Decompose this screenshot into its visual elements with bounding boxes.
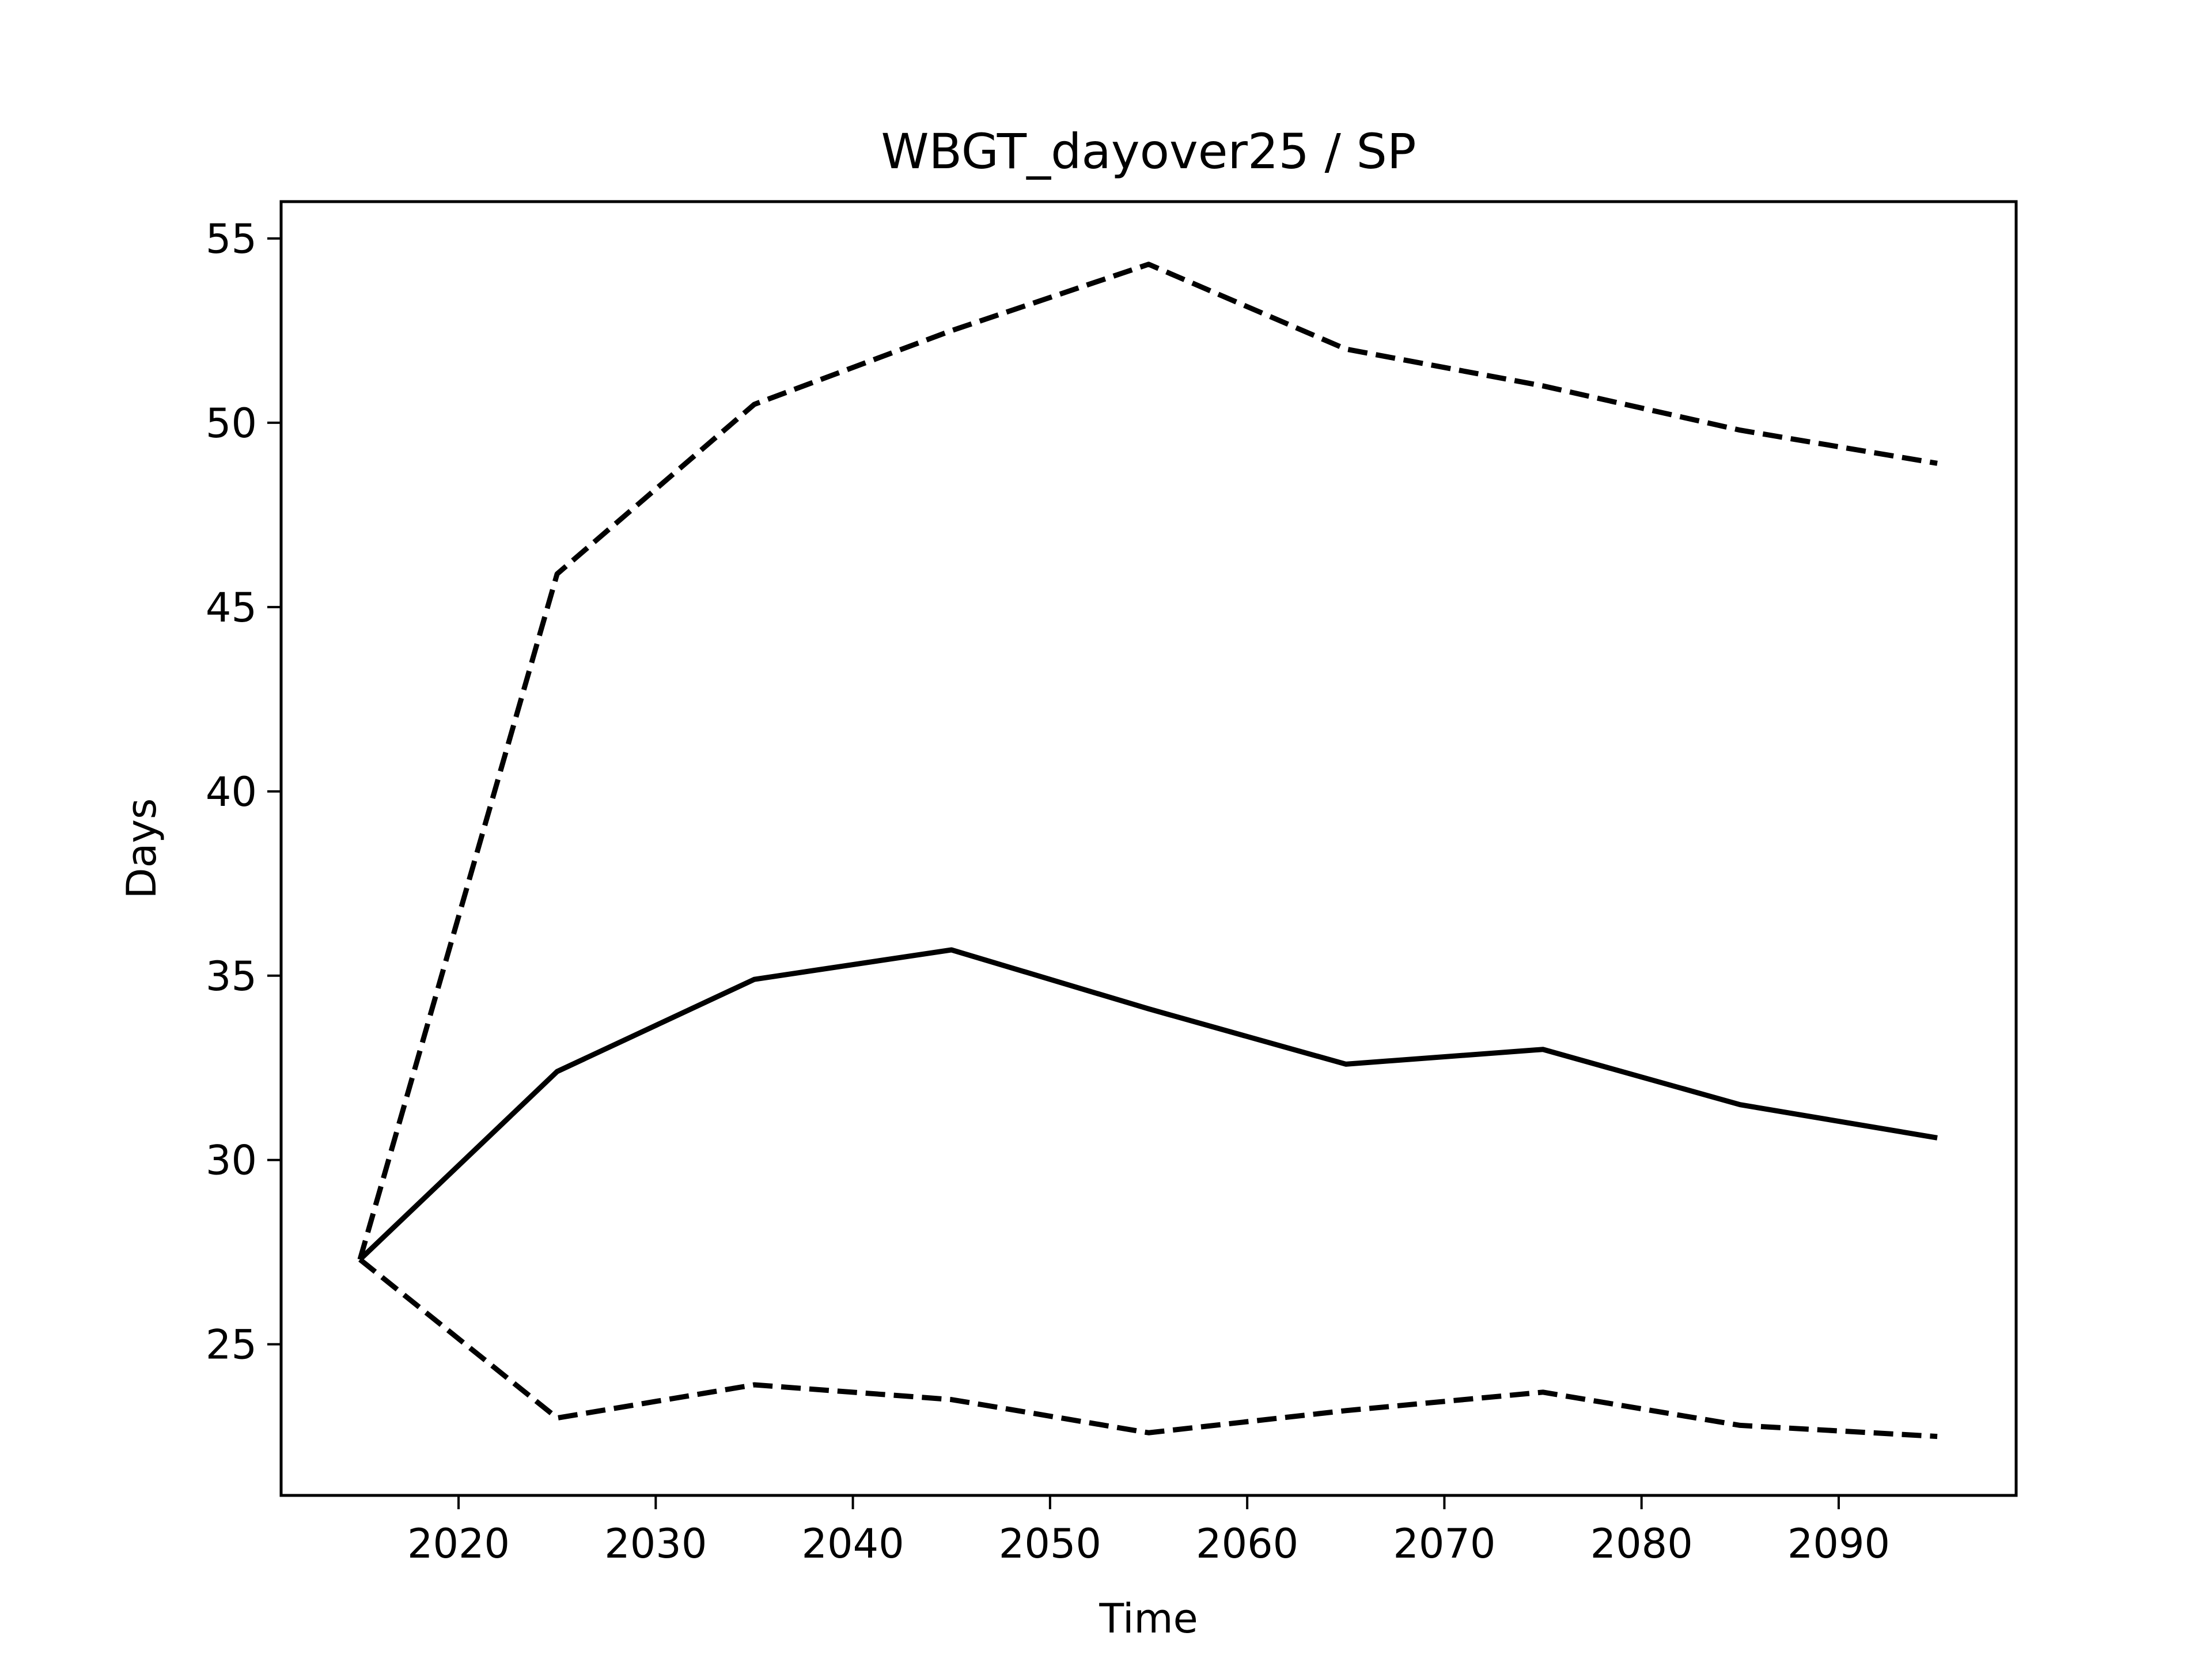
- series-line-2-dashed: [357, 262, 1938, 1260]
- x-tick-label: 2090: [1787, 1520, 1890, 1567]
- y-tick-label: 25: [206, 1321, 257, 1369]
- x-tick-label: 2020: [407, 1520, 510, 1567]
- x-tick-label: 2030: [604, 1520, 707, 1567]
- ticks-layer: 2020 2030 2040 2050 2060 2070 2080 2090 25 30 35 40…: [206, 215, 1890, 1567]
- chart-title: WBGT_dayover25 / SP: [881, 123, 1416, 180]
- y-tick-label: 40: [206, 768, 257, 816]
- plot-frame: [279, 200, 2018, 1497]
- y-tick-label: 50: [206, 400, 257, 447]
- x-tick-label: 2070: [1393, 1520, 1495, 1567]
- x-tick-label: 2080: [1590, 1520, 1693, 1567]
- x-axis-title: Time: [1099, 1595, 1198, 1642]
- y-tick-label: 35: [206, 953, 257, 1000]
- series-line-3-dashed: [358, 1257, 1938, 1440]
- y-axis-title: Days: [118, 798, 165, 899]
- y-tick-label: 45: [206, 584, 257, 631]
- series-layer: [357, 262, 1938, 1440]
- x-tick-label: 2060: [1196, 1520, 1298, 1567]
- x-tick-label: 2050: [999, 1520, 1101, 1567]
- y-tick-label: 55: [206, 215, 257, 263]
- x-tick-label: 2040: [802, 1520, 904, 1567]
- y-tick-label: 30: [206, 1137, 257, 1184]
- series-line-1-solid: [358, 947, 1938, 1262]
